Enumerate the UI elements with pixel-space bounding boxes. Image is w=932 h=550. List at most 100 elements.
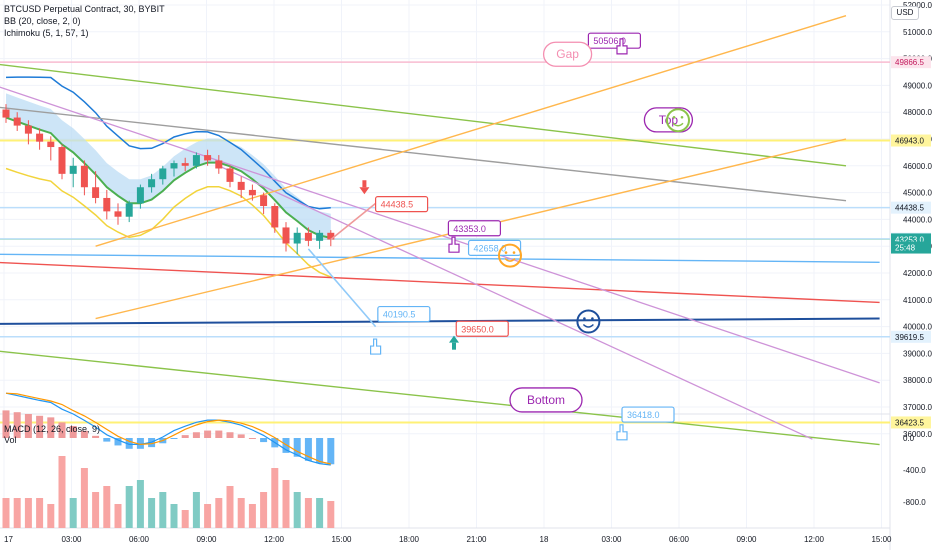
time-tick-label: 06:00 xyxy=(129,535,150,544)
price-tick-label: 36000.0 xyxy=(903,430,932,439)
price-badge-label: 43253.0 xyxy=(895,235,924,244)
projection-paths xyxy=(307,202,377,328)
volume-bar xyxy=(24,498,32,528)
macd-histogram-bar xyxy=(282,438,290,453)
time-tick-label: 12:00 xyxy=(264,535,285,544)
price-axis[interactable]: 52000.051000.050000.049000.048000.047000… xyxy=(891,1,932,507)
macd-histogram-bar xyxy=(192,432,200,438)
annotation-box xyxy=(377,305,431,323)
macd-histogram-bar xyxy=(304,438,312,461)
macd-histogram-bar xyxy=(24,414,32,438)
candle-body xyxy=(148,179,156,188)
price-tick-label: 52000.0 xyxy=(903,1,932,10)
candle-body xyxy=(125,203,133,217)
volume-bar xyxy=(327,501,335,528)
annotation-bubble xyxy=(509,387,583,413)
volume-bar xyxy=(215,498,223,528)
grid xyxy=(0,0,891,550)
annotation-label: 44438.5 xyxy=(381,200,414,210)
price-badge xyxy=(891,134,931,147)
volume-bar xyxy=(316,498,324,528)
macd-histogram-bar xyxy=(170,438,178,439)
annotation-label: 43353.0 xyxy=(453,224,486,234)
volume-bar xyxy=(47,504,55,528)
trend-line xyxy=(0,253,880,263)
candle-body xyxy=(304,232,312,241)
candle-body xyxy=(271,206,279,228)
annotation-label: 40190.5 xyxy=(383,310,416,320)
icons xyxy=(359,38,690,441)
candle-body xyxy=(103,197,111,212)
annotation-box xyxy=(455,320,509,337)
time-tick-label: 21:00 xyxy=(466,535,487,544)
price-tick-label: 46000.0 xyxy=(903,162,932,171)
annotations: 50506.0 44438.5 43353.0 42658.0 40190.5 39650… xyxy=(375,32,694,423)
macd-histogram-bar xyxy=(114,438,122,446)
time-tick-label: 03:00 xyxy=(61,535,82,544)
smiley-mouth-icon xyxy=(504,258,516,262)
macd-histogram-bar xyxy=(58,422,66,438)
currency-badge[interactable]: USD xyxy=(891,6,919,20)
macd-histogram-bar xyxy=(80,430,88,438)
volume-bar xyxy=(226,486,234,528)
candle-body xyxy=(260,195,268,206)
candle-body xyxy=(226,168,234,182)
volume-bar xyxy=(148,498,156,528)
price-badge-label: 36423.5 xyxy=(895,418,924,427)
time-tick-label: 18:00 xyxy=(399,535,420,544)
volume-bar xyxy=(237,498,245,528)
trend-line xyxy=(218,165,813,440)
candle-body xyxy=(170,163,178,169)
macd-histogram-bar xyxy=(125,438,133,449)
volume-bar xyxy=(80,468,88,528)
trend-line xyxy=(0,106,847,202)
macd-histogram-bar xyxy=(327,438,335,465)
volume-bar xyxy=(293,492,301,528)
time-tick-label: 09:00 xyxy=(196,535,217,544)
candles xyxy=(2,104,335,255)
annotation-label: 50506.0 xyxy=(593,36,626,46)
smiley-mouth-icon xyxy=(672,122,684,127)
price-badge xyxy=(891,330,931,343)
arrow-stem-icon xyxy=(452,342,456,350)
macd-histogram-bar xyxy=(215,430,223,438)
macd-histogram-bar xyxy=(69,426,77,438)
volume-bar xyxy=(114,504,122,528)
volume-bar xyxy=(2,498,10,528)
candle-body xyxy=(293,232,301,244)
volume-bar xyxy=(260,492,268,528)
ichimoku-cloud xyxy=(6,93,331,238)
macd-tick-label: -400.0 xyxy=(903,466,926,475)
trend-line xyxy=(0,261,880,304)
time-axis[interactable]: 17 03:00 06:00 09:00 12:00 15:00 18:00 21:00 18 0… xyxy=(4,535,892,544)
macd-histogram-bar xyxy=(237,434,245,438)
hand-pointer-icon xyxy=(370,338,382,355)
volume-bar xyxy=(92,492,100,528)
price-tick-label: 42000.0 xyxy=(903,269,932,278)
price-badge-label: 46943.0 xyxy=(895,137,924,146)
macd-histogram-bar xyxy=(260,438,268,443)
time-tick-label: 09:00 xyxy=(736,535,757,544)
macd-legend: MACD (12, 26, close, 9) xyxy=(4,424,101,434)
annotation-label: 42658.0 xyxy=(474,243,507,253)
symbol-title: BTCUSD Perpetual Contract, 30, BYBIT xyxy=(4,4,165,14)
macd-histogram-bar xyxy=(47,417,55,438)
time-tick-label: 06:00 xyxy=(669,535,690,544)
projection-up xyxy=(330,202,377,241)
annotation-bubble xyxy=(542,41,593,67)
time-tick-label: 18 xyxy=(540,535,549,544)
price-badge xyxy=(891,56,931,69)
candle-body xyxy=(282,227,290,244)
volume-bar xyxy=(13,498,21,528)
macd-histogram-bar xyxy=(248,438,256,439)
macd-histogram-bar xyxy=(92,435,100,438)
candle-body xyxy=(47,141,55,148)
candle-body xyxy=(316,232,324,241)
price-badge xyxy=(891,416,931,429)
candle-body xyxy=(204,155,212,161)
bb-basis xyxy=(5,116,332,239)
candle-body xyxy=(80,165,88,188)
smiley-icon xyxy=(666,108,690,133)
volume-bar xyxy=(170,504,178,528)
